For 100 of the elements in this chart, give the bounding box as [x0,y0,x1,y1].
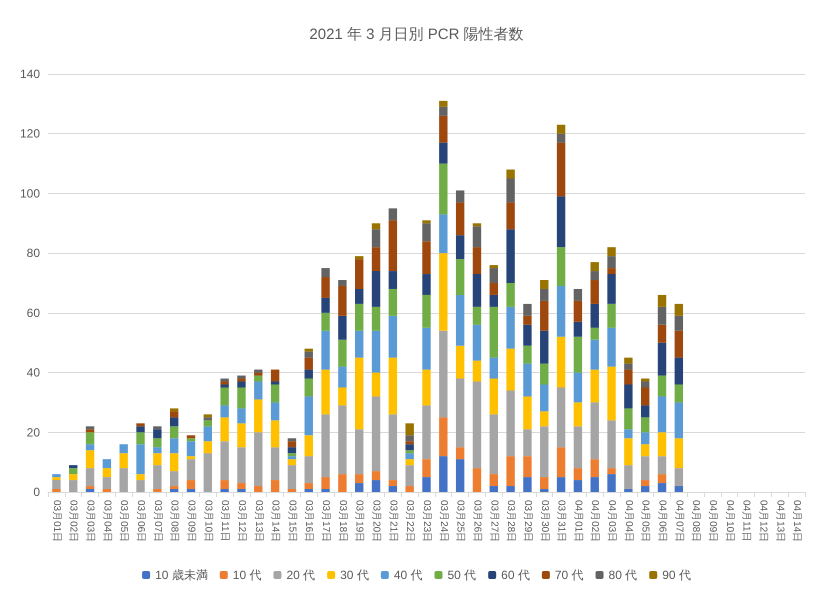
x-tick-label: 03月24日 [438,500,449,542]
bar [321,277,330,298]
x-tick-label: 03月08日 [168,500,180,542]
bar [405,441,414,444]
y-tick-label: 0 [33,485,40,499]
bar [556,196,566,248]
y-tick-label: 80 [26,246,40,260]
bar [472,382,482,468]
x-tick-label: 03月13日 [252,500,264,542]
chart-title: 2021 年 3 月日別 PCR 陽性者数 [309,26,524,43]
bar [86,450,94,468]
bar [456,202,464,236]
y-tick-label: 60 [26,306,40,320]
bar [321,370,330,414]
bar [506,306,515,349]
bar [405,459,414,466]
bar [490,294,498,307]
bar [590,328,599,340]
bar [338,280,347,286]
bar [372,480,380,492]
bar [304,348,313,352]
bar [640,378,650,382]
bar [355,483,364,492]
bar [490,486,498,492]
bar [186,435,196,438]
bar [658,306,666,325]
bar [254,432,262,486]
x-tick-label: 03月22日 [404,500,416,542]
bar [456,190,464,202]
bar [607,268,616,274]
bar [119,444,128,454]
bar [372,471,380,480]
bar [220,489,229,492]
bar [607,468,616,474]
bar [304,489,313,492]
bar [439,164,448,214]
bar [405,423,414,436]
bar [658,342,666,376]
legend-label: 30 代 [340,568,369,582]
bar [204,417,212,420]
bar [456,378,464,448]
bar [237,489,246,492]
bar [556,124,566,134]
bar [422,294,431,328]
bar [304,352,313,358]
bar [674,438,684,468]
x-tick-label: 04月08日 [690,500,702,542]
bar [321,312,330,331]
x-tick-label: 03月14日 [270,500,281,542]
bar [658,474,666,484]
bar [658,324,666,343]
bar [640,382,650,388]
bar [204,453,212,492]
bar [640,388,650,406]
x-tick-label: 04月06日 [656,500,668,542]
bar [439,253,448,331]
bar [540,330,548,364]
x-tick-label: 03月05日 [118,500,130,542]
bar [422,223,431,242]
bar [86,486,94,490]
bar [574,300,582,322]
bar [321,414,330,478]
bar [338,474,347,492]
bar [102,468,112,478]
bar [523,304,532,316]
bar [405,486,414,492]
bar [490,358,498,379]
x-tick-label: 03月25日 [454,500,466,542]
bar [86,432,94,444]
bar [607,420,616,468]
bar [288,465,296,490]
bar [422,241,431,274]
bar [321,330,330,370]
legend-label: 50 代 [448,568,476,582]
bar [304,378,313,396]
bar [674,358,684,385]
bar [388,288,398,316]
bar [69,468,78,474]
bar [590,459,599,478]
bar [624,489,633,492]
x-tick-label: 03月29日 [522,500,533,542]
bar [270,384,280,402]
bar [304,435,313,456]
bar [237,382,246,388]
bar [523,429,532,456]
bar [355,474,364,484]
bar [456,447,464,460]
bar [607,328,616,367]
bar [288,489,296,492]
bar [254,382,262,400]
bar [607,274,616,304]
bar [640,480,650,486]
y-tick-label: 140 [20,67,40,81]
bar [506,348,515,390]
bar [556,134,566,143]
x-tick-label: 03月28日 [505,500,516,542]
legend-label: 10 代 [232,568,262,582]
bar [674,468,684,486]
bar [658,294,666,307]
legend-label: 60 代 [501,568,530,582]
